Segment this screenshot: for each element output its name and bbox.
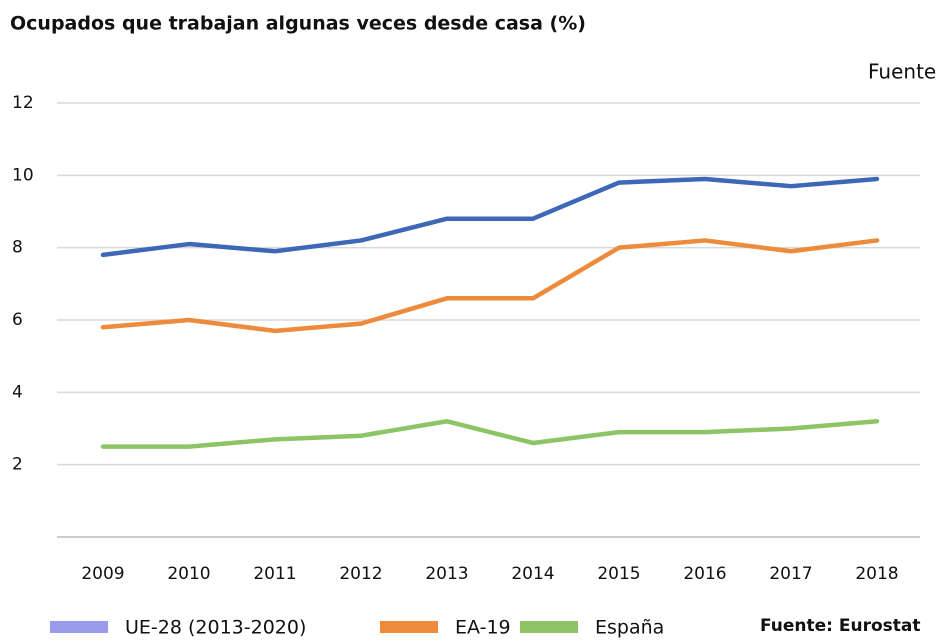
chart-title: Ocupados que trabajan algunas veces desd… [10, 13, 586, 35]
source-note: Fuente [868, 60, 936, 84]
series-line [100, 176, 880, 258]
x-tick-label: 2009 [81, 564, 124, 584]
y-tick-label: 8 [12, 238, 23, 258]
source-note: Fuente: Eurostat [760, 616, 921, 636]
x-tick-label: 2016 [683, 564, 726, 584]
y-tick-label: 6 [12, 310, 23, 330]
x-tick-label: 2010 [167, 564, 210, 584]
x-tick-label: 2015 [597, 564, 640, 584]
legend-swatch [520, 621, 578, 633]
y-tick-label: 10 [12, 165, 34, 185]
legend-label: España [595, 617, 664, 639]
y-tick-label: 4 [12, 382, 23, 402]
legend-swatch [380, 621, 438, 633]
x-tick-label: 2018 [855, 564, 898, 584]
x-tick-label: 2013 [425, 564, 468, 584]
legend-label: EA-19 [455, 617, 511, 639]
x-tick-label: 2012 [339, 564, 382, 584]
legend-label: UE-28 (2013-2020) [125, 617, 306, 639]
y-tick-label: 12 [12, 93, 34, 113]
series-line [100, 419, 880, 449]
series-line [100, 238, 880, 334]
x-tick-label: 2014 [511, 564, 554, 584]
x-tick-label: 2017 [769, 564, 812, 584]
legend-swatch [50, 621, 108, 633]
y-tick-label: 2 [12, 455, 23, 475]
x-tick-label: 2011 [253, 564, 296, 584]
